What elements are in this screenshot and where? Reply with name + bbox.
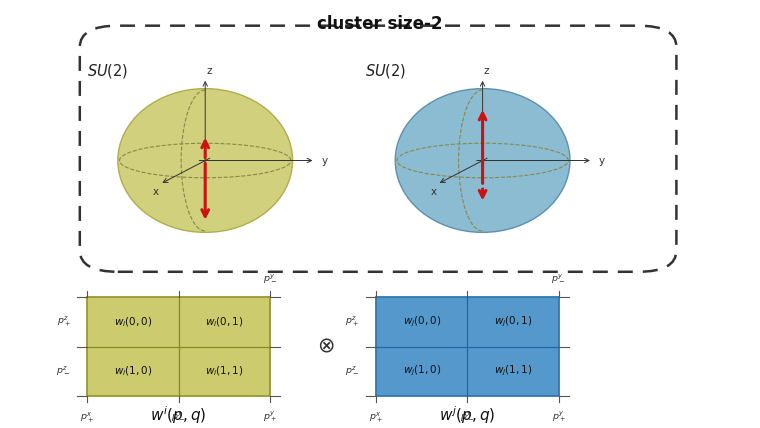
Text: z: z xyxy=(483,66,489,76)
Bar xyxy=(87,297,270,396)
Text: $p_+^x$: $p_+^x$ xyxy=(81,410,94,425)
Text: $w_j(0,1)$: $w_j(0,1)$ xyxy=(494,315,532,329)
Text: $w_i(1,0)$: $w_i(1,0)$ xyxy=(114,365,152,378)
Ellipse shape xyxy=(118,89,293,232)
Text: cluster size-2: cluster size-2 xyxy=(317,15,443,33)
Text: $w_j(1,1)$: $w_j(1,1)$ xyxy=(494,364,532,378)
Text: $w_j(1,0)$: $w_j(1,0)$ xyxy=(403,364,441,378)
Text: $p_+^y$: $p_+^y$ xyxy=(263,410,277,425)
Text: $p_+^z$: $p_+^z$ xyxy=(345,315,359,329)
Text: x: x xyxy=(154,187,160,197)
Text: $SU(2)$: $SU(2)$ xyxy=(365,62,406,80)
Text: $w_j(0,0)$: $w_j(0,0)$ xyxy=(403,315,441,329)
Text: $w_i(0,0)$: $w_i(0,0)$ xyxy=(114,315,152,329)
Text: $p_-^y$: $p_-^y$ xyxy=(263,272,277,286)
Text: $p_+^z$: $p_+^z$ xyxy=(56,315,71,329)
Text: $p_+^x$: $p_+^x$ xyxy=(369,410,383,425)
Text: $w^j(p,q)$: $w^j(p,q)$ xyxy=(439,404,496,426)
Text: $w_i(0,1)$: $w_i(0,1)$ xyxy=(205,315,243,329)
Text: y: y xyxy=(321,155,328,166)
Text: $p_-^x$: $p_-^x$ xyxy=(172,410,185,424)
Bar xyxy=(376,297,559,396)
Text: $p_+^y$: $p_+^y$ xyxy=(552,410,565,425)
Text: x: x xyxy=(431,187,437,197)
Text: $w_i(1,1)$: $w_i(1,1)$ xyxy=(205,365,243,378)
Ellipse shape xyxy=(395,89,570,232)
Text: $p_-^z$: $p_-^z$ xyxy=(56,365,71,378)
Text: $p_-^z$: $p_-^z$ xyxy=(345,365,359,378)
Text: $w^i(p,q)$: $w^i(p,q)$ xyxy=(150,404,207,426)
Text: $\otimes$: $\otimes$ xyxy=(316,337,334,357)
Text: $p_-^x$: $p_-^x$ xyxy=(461,410,474,424)
Text: y: y xyxy=(599,155,605,166)
Text: z: z xyxy=(206,66,212,76)
Text: $p_-^y$: $p_-^y$ xyxy=(552,272,565,286)
Text: $SU(2)$: $SU(2)$ xyxy=(87,62,128,80)
